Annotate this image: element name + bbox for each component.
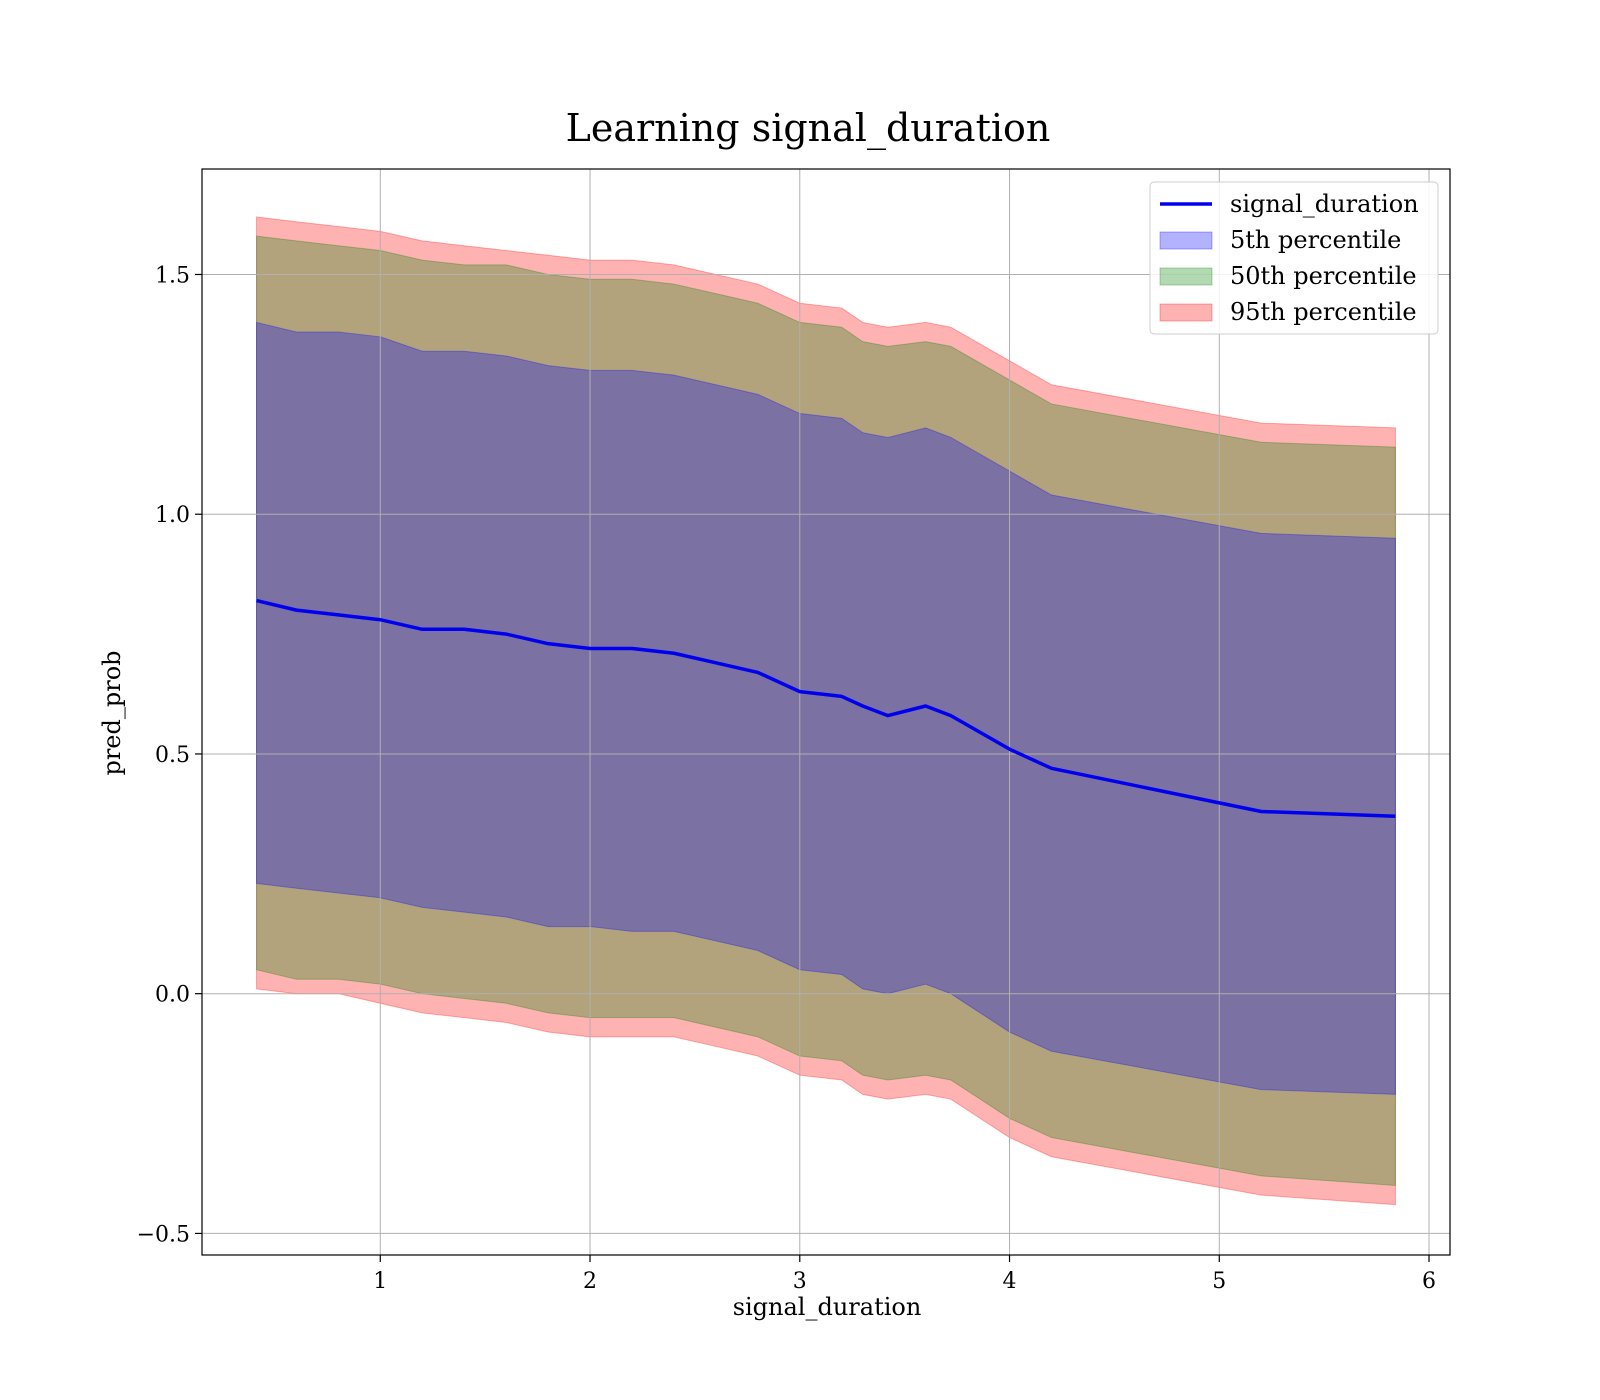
legend-label: signal_duration [1230, 190, 1419, 218]
band-5th-percentile [256, 321, 1396, 1095]
y-axis-label: pred_prob [98, 650, 126, 775]
legend-swatch-band [1159, 231, 1213, 250]
y-tick-label: 1.5 [155, 263, 190, 288]
plot-frame [201, 168, 1451, 1256]
legend-label: 5th percentile [1230, 226, 1401, 254]
x-axis-label: signal_duration [733, 1293, 922, 1321]
legend-box [1149, 181, 1439, 335]
band-95th-percentile [256, 216, 1396, 1206]
x-axis-ticks: 1 2 3 4 5 6 [373, 1255, 1436, 1294]
y-tick-label: −0.5 [137, 1222, 190, 1247]
x-tick-label: 6 [1422, 1269, 1436, 1294]
y-tick-label: 0.0 [155, 983, 190, 1008]
chart-title: Learning signal_duration [566, 106, 1051, 151]
legend-label: 50th percentile [1230, 262, 1417, 290]
grid-layer [202, 169, 1450, 1255]
legend: signal_duration 5th percentile 50th percen… [1149, 181, 1439, 335]
x-tick-label: 4 [1003, 1269, 1017, 1294]
y-tick-label: 1.0 [155, 503, 190, 528]
series-line-signal-duration [256, 598, 1396, 819]
x-tick-label: 5 [1212, 1269, 1226, 1294]
x-tick-label: 1 [373, 1269, 387, 1294]
bands-layer [256, 216, 1396, 1206]
band-50th-percentile [256, 235, 1396, 1187]
legend-label: 95th percentile [1230, 298, 1417, 326]
legend-swatch-band [1159, 267, 1213, 286]
legend-swatch-band [1159, 303, 1213, 322]
y-axis-ticks: −0.5 0.0 0.5 1.0 1.5 [137, 263, 202, 1247]
x-tick-label: 3 [793, 1269, 807, 1294]
lines-layer [256, 598, 1396, 819]
x-tick-label: 2 [583, 1269, 597, 1294]
y-tick-label: 0.5 [155, 743, 190, 768]
